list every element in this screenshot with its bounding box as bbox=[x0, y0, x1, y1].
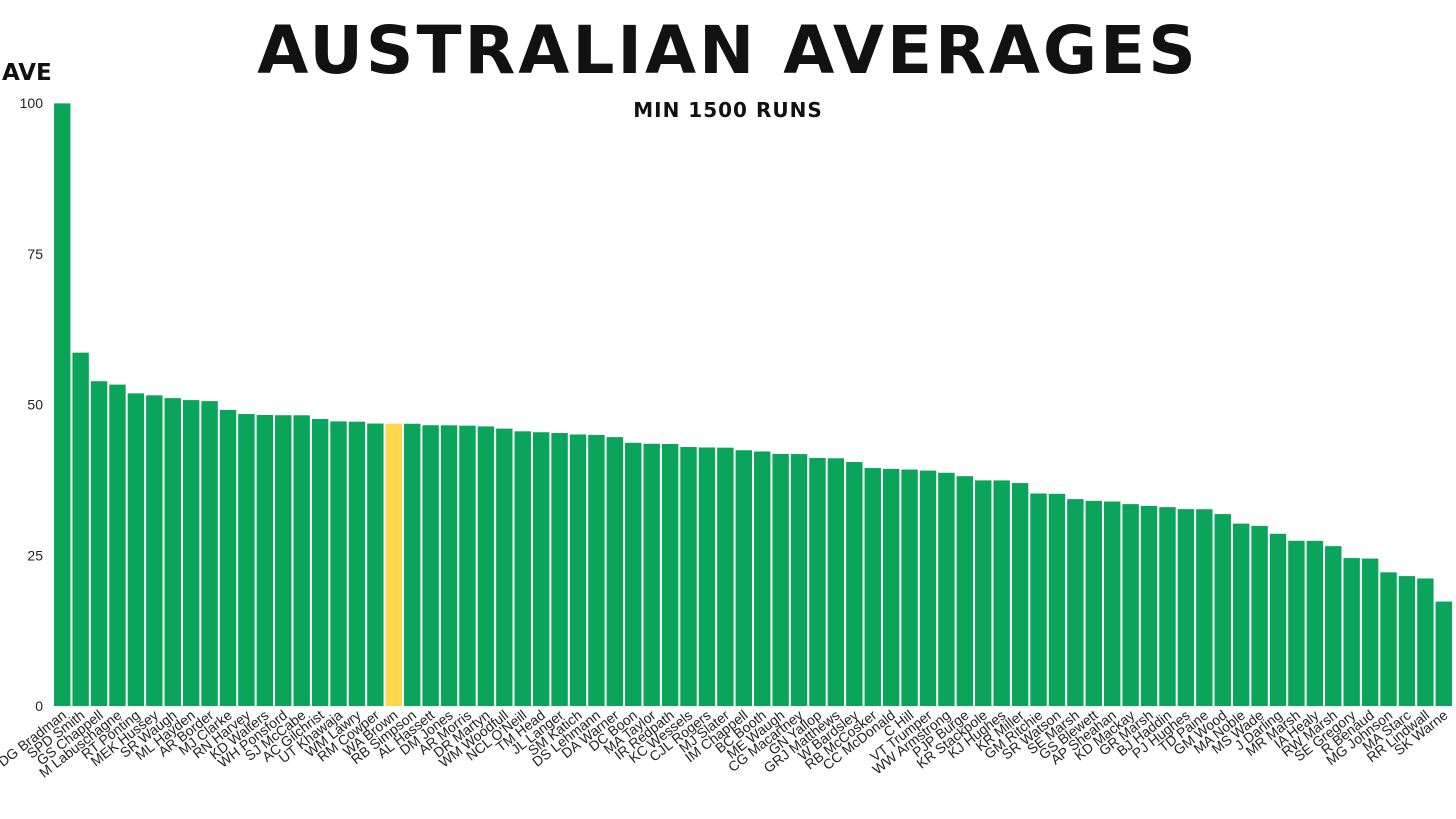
bar bbox=[551, 433, 568, 706]
bar bbox=[882, 468, 900, 706]
bar bbox=[698, 447, 716, 706]
bar bbox=[846, 461, 863, 706]
bar bbox=[754, 451, 771, 706]
bar bbox=[588, 434, 605, 706]
bar bbox=[1048, 493, 1066, 706]
bar bbox=[54, 103, 71, 707]
y-tick-label: 75 bbox=[27, 246, 43, 262]
bar bbox=[1104, 501, 1121, 706]
bar bbox=[938, 472, 955, 706]
bar bbox=[1196, 509, 1213, 706]
bar bbox=[772, 453, 789, 706]
bar bbox=[809, 457, 826, 706]
bar bbox=[661, 444, 679, 706]
bar bbox=[993, 480, 1010, 706]
bar bbox=[1011, 483, 1029, 706]
y-axis-label: AVE bbox=[2, 60, 52, 86]
bar bbox=[422, 425, 439, 706]
bar bbox=[1177, 509, 1195, 706]
bar bbox=[90, 381, 108, 706]
bar bbox=[311, 418, 329, 706]
bar bbox=[514, 431, 531, 706]
bar bbox=[1214, 514, 1231, 706]
bar bbox=[1417, 578, 1434, 706]
y-tick-label: 25 bbox=[27, 547, 43, 563]
bar bbox=[1288, 540, 1305, 706]
bar bbox=[1306, 540, 1324, 706]
bar bbox=[975, 480, 992, 706]
bar bbox=[293, 415, 310, 706]
bar bbox=[956, 476, 974, 706]
bar bbox=[348, 421, 366, 706]
bar bbox=[496, 428, 513, 706]
bar bbox=[127, 393, 145, 706]
bar bbox=[109, 384, 126, 706]
bar bbox=[367, 423, 384, 706]
bar bbox=[385, 423, 402, 706]
bar bbox=[1232, 523, 1250, 706]
bar bbox=[717, 447, 734, 706]
y-axis-ticks: 0 25 50 75 100 bbox=[20, 95, 44, 714]
bar bbox=[477, 426, 495, 706]
y-tick-label: 0 bbox=[35, 698, 43, 714]
bar bbox=[919, 470, 937, 706]
bar bbox=[1269, 533, 1287, 706]
bar bbox=[146, 395, 163, 706]
bar bbox=[72, 352, 89, 706]
bar bbox=[201, 401, 218, 706]
bars bbox=[54, 103, 1452, 707]
bar bbox=[532, 432, 550, 706]
y-tick-label: 50 bbox=[27, 397, 43, 413]
bar bbox=[735, 450, 752, 706]
bar bbox=[1159, 507, 1176, 706]
bar bbox=[1343, 558, 1360, 706]
bar bbox=[1325, 546, 1342, 706]
bar bbox=[404, 423, 421, 706]
bar bbox=[643, 443, 660, 706]
bar bbox=[680, 447, 697, 706]
bar bbox=[330, 421, 347, 706]
bar bbox=[1380, 572, 1397, 706]
bar bbox=[219, 409, 237, 706]
bar bbox=[901, 469, 918, 706]
bar bbox=[827, 458, 845, 706]
bar bbox=[625, 442, 642, 706]
bar bbox=[1361, 558, 1379, 706]
bar bbox=[864, 468, 881, 706]
bar bbox=[790, 454, 808, 706]
bar bbox=[1067, 499, 1084, 706]
bar bbox=[440, 425, 458, 706]
bar bbox=[1435, 601, 1452, 706]
bar bbox=[1251, 525, 1268, 706]
bar bbox=[1122, 504, 1139, 706]
chart-subtitle: MIN 1500 RUNS bbox=[633, 98, 823, 122]
bar bbox=[1085, 500, 1102, 706]
bar bbox=[238, 414, 255, 706]
bar bbox=[459, 425, 476, 706]
bar bbox=[1398, 576, 1416, 706]
bar bbox=[1030, 493, 1047, 706]
bar bbox=[606, 437, 624, 706]
bar bbox=[1140, 505, 1158, 706]
chart-title: AUSTRALIAN AVERAGES bbox=[257, 12, 1199, 89]
bar bbox=[569, 434, 587, 706]
bar bbox=[182, 400, 200, 706]
y-tick-label: 100 bbox=[20, 95, 44, 111]
bar bbox=[256, 414, 274, 706]
bar bbox=[275, 415, 292, 706]
bar bbox=[164, 398, 181, 706]
